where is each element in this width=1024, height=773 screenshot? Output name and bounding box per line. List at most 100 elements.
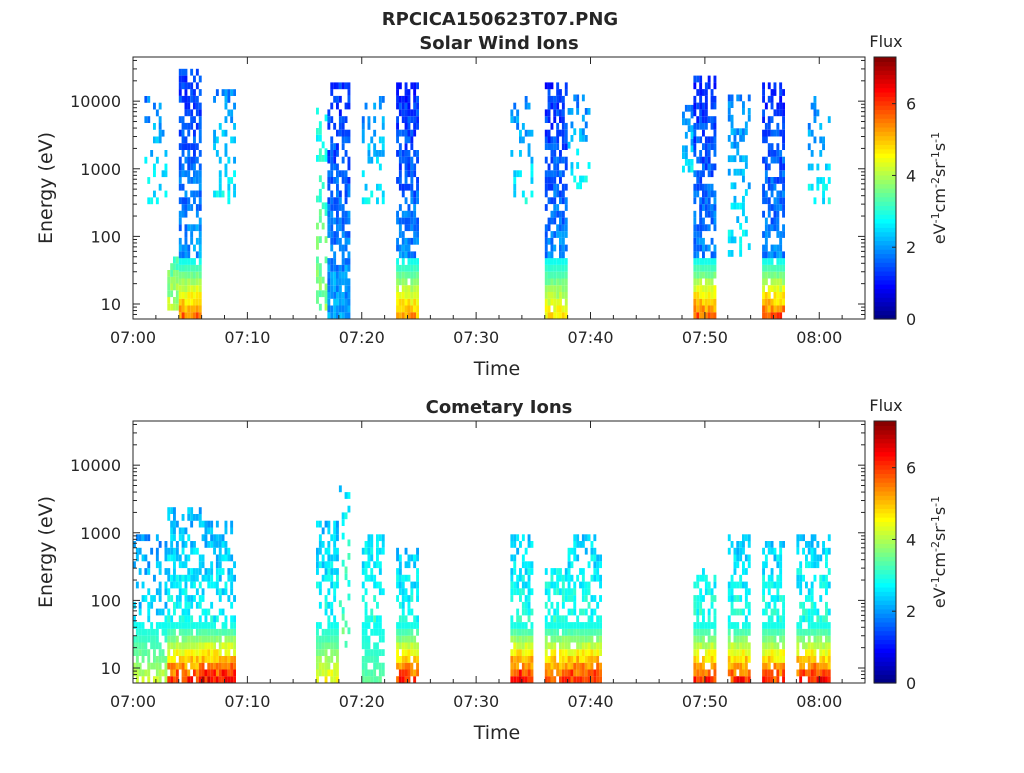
flux-cell [187, 312, 191, 319]
flux-cell [564, 231, 568, 238]
flux-cell [173, 256, 176, 264]
flux-cell [178, 285, 182, 292]
flux-cell [581, 635, 585, 643]
flux-cell [776, 642, 780, 650]
flux-cell [410, 662, 414, 670]
flux-cell [739, 94, 743, 102]
flux-cell [553, 292, 557, 299]
flux-cell [150, 642, 154, 650]
flux-cell [559, 264, 562, 272]
flux-cell [559, 224, 562, 232]
flux-cell [327, 547, 331, 555]
flux-cell [167, 615, 171, 623]
flux-cell [524, 601, 528, 609]
flux-cell [593, 574, 597, 582]
flux-cell [779, 197, 783, 205]
flux-cell [318, 649, 322, 656]
flux-cell [782, 156, 785, 164]
flux-cell [762, 183, 765, 191]
flux-cell [710, 601, 714, 609]
flux-cell [524, 642, 528, 650]
flux-cell [410, 588, 414, 596]
flux-cell [138, 669, 142, 677]
flux-cell [195, 669, 199, 677]
flux-cell [178, 95, 182, 103]
flux-cell [133, 622, 136, 629]
flux-cell [810, 608, 814, 616]
flux-cell [347, 237, 351, 245]
flux-cell [195, 649, 199, 656]
flux-cell [782, 601, 785, 609]
flux-cell [141, 669, 145, 677]
flux-cell [381, 136, 385, 144]
flux-cell [547, 89, 551, 96]
flux-cell [516, 547, 520, 555]
flux-cell [527, 574, 531, 582]
flux-cell [822, 676, 825, 683]
flux-cell [141, 649, 145, 656]
flux-cell [230, 669, 234, 677]
flux-cell [736, 547, 740, 555]
flux-cell [201, 554, 205, 562]
y-tick-label: 1000 [80, 160, 121, 179]
flux-cell [764, 136, 768, 144]
flux-cell [687, 165, 691, 173]
flux-cell [181, 649, 185, 656]
flux-cell [347, 136, 351, 144]
flux-cell [198, 231, 202, 238]
flux-cell [776, 588, 780, 596]
flux-cell [153, 635, 156, 643]
flux-cell [802, 547, 805, 555]
flux-cell [327, 109, 331, 117]
flux-cell [138, 635, 142, 643]
figure-title: RPCICA150623T07.PNG [382, 9, 618, 30]
flux-cell [713, 662, 717, 670]
flux-cell [699, 231, 703, 238]
flux-cell [193, 574, 196, 582]
flux-cell [190, 285, 194, 292]
flux-cell [347, 251, 351, 259]
flux-cell [581, 135, 585, 142]
flux-cell [404, 305, 408, 313]
flux-cell [181, 244, 185, 252]
flux-cell [135, 554, 139, 562]
flux-cell [336, 662, 339, 670]
flux-cell [773, 622, 777, 629]
flux-cell [822, 143, 825, 151]
flux-cell [413, 251, 417, 259]
flux-cell [141, 534, 145, 542]
flux-cell [730, 676, 734, 683]
flux-cell [170, 642, 174, 650]
flux-cell [773, 217, 777, 225]
flux-cell [204, 608, 208, 616]
flux-cell [215, 190, 219, 198]
flux-cell [516, 662, 520, 670]
flux-cell [341, 292, 345, 299]
flux-cell [587, 108, 591, 115]
flux-cell [190, 541, 194, 548]
flux-cell [693, 642, 697, 650]
flux-cell [318, 642, 322, 650]
flux-cell [822, 183, 825, 191]
flux-cell [770, 156, 774, 164]
flux-cell [198, 163, 202, 171]
flux-cell [547, 271, 551, 279]
flux-cell [210, 635, 214, 643]
flux-cell [218, 662, 222, 670]
flux-cell [776, 102, 780, 110]
flux-cell [133, 541, 136, 548]
flux-cell [590, 608, 594, 616]
flux-cell [699, 264, 703, 272]
flux-cell [744, 649, 748, 656]
flux-cell [590, 554, 594, 562]
flux-cell [816, 635, 820, 643]
flux-cell [702, 615, 705, 623]
flux-cell [158, 581, 162, 589]
flux-cell [693, 312, 697, 319]
flux-cell [810, 183, 814, 191]
flux-cell [347, 312, 351, 319]
flux-cell [590, 574, 594, 582]
flux-cell [567, 635, 571, 643]
flux-cell [742, 135, 745, 142]
colorbar-segment [874, 227, 896, 233]
